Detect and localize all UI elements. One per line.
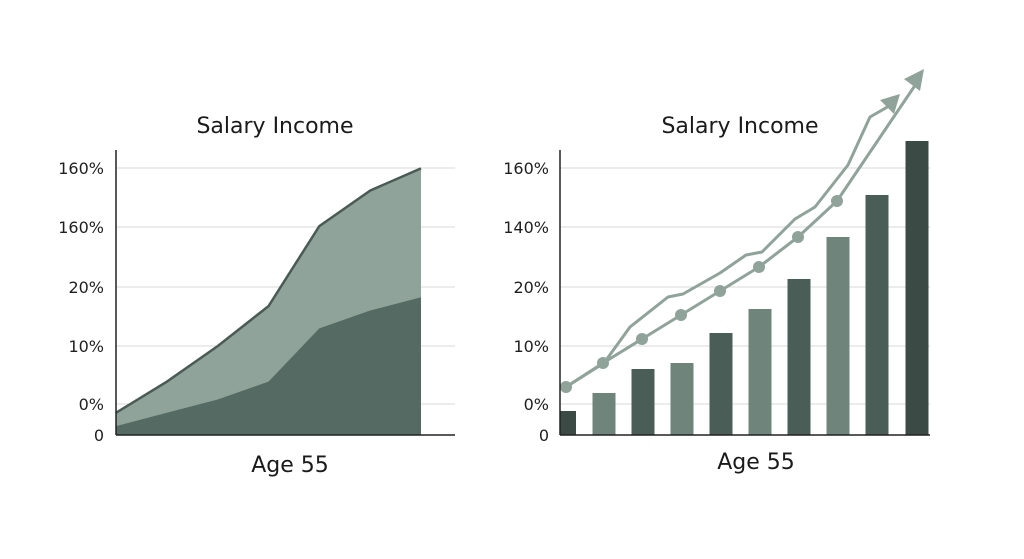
bar — [905, 141, 929, 435]
x-axis-label-left: Age 55 — [251, 453, 329, 478]
bar — [748, 309, 772, 435]
y-tick-label-left: 0% — [79, 395, 104, 414]
x-axis-label-right: Age 55 — [717, 450, 795, 475]
y-tick-label-left: 20% — [68, 278, 104, 297]
bar — [787, 279, 811, 435]
y-tick-label-left: 160% — [58, 159, 104, 178]
chart-title-left: Salary Income — [196, 114, 354, 139]
bar — [631, 369, 655, 435]
y-tick-label-left: 160% — [58, 218, 104, 237]
y-tick-label-right: 160% — [503, 159, 549, 178]
y-tick-label-left: 0 — [94, 426, 104, 445]
bar — [670, 363, 694, 435]
y-tick-label-right: 20% — [513, 278, 549, 297]
trend-arrow-lower — [904, 69, 924, 91]
area-series-top-line — [115, 167, 422, 414]
bar — [826, 237, 850, 435]
trend-marker — [714, 285, 726, 297]
area-series-bottom — [116, 297, 421, 435]
bar — [709, 333, 733, 435]
trend-arrow-upper — [880, 94, 900, 114]
trend-marker — [792, 231, 804, 243]
trend-marker — [636, 333, 648, 345]
bar — [865, 195, 889, 435]
area-chart-left: 160% 160% 20% 10% 0% 0 — [58, 150, 455, 445]
trend-marker — [753, 261, 765, 273]
trend-marker — [597, 357, 609, 369]
bar — [560, 411, 576, 435]
y-tick-label-right: 0% — [524, 395, 549, 414]
y-tick-label-right: 10% — [513, 337, 549, 356]
chart-title-right: Salary Income — [661, 114, 819, 139]
y-tick-label-right: 140% — [503, 218, 549, 237]
trend-line-upper — [565, 100, 897, 389]
trend-marker — [831, 195, 843, 207]
bar — [592, 393, 616, 435]
trend-marker — [560, 381, 572, 393]
trend-marker — [675, 309, 687, 321]
bar-chart-right: 160% 140% 20% 10% 0% 0 — [503, 69, 930, 445]
y-tick-label-right: 0 — [539, 426, 549, 445]
y-tick-label-left: 10% — [68, 337, 104, 356]
